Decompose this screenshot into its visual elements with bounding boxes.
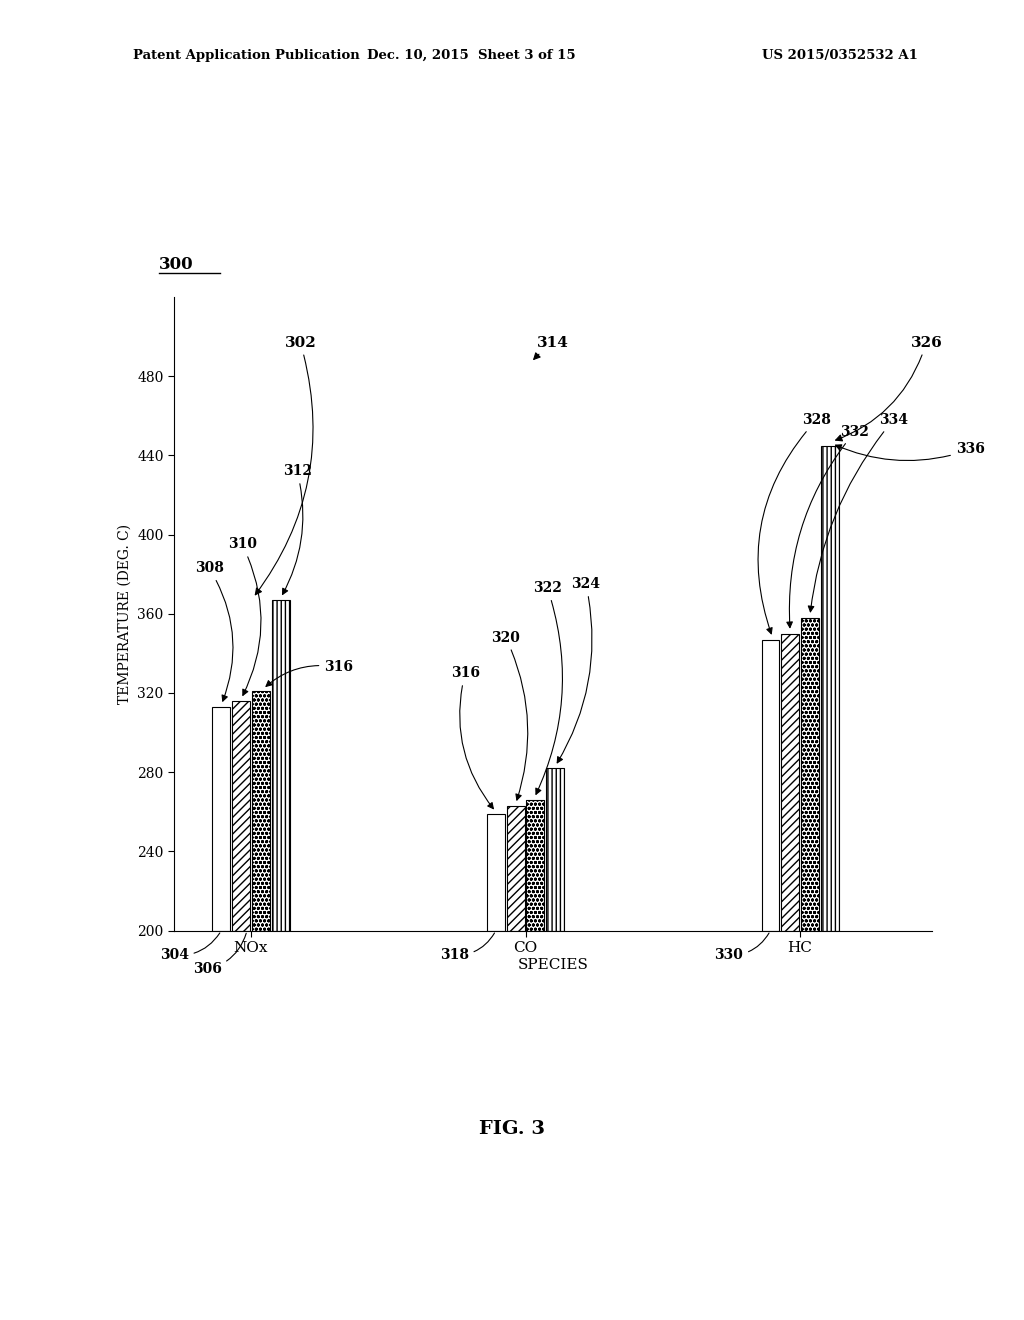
Text: 304: 304 (160, 933, 220, 962)
Bar (232, 701, 250, 931)
Bar (212, 708, 230, 931)
Text: 320: 320 (492, 631, 527, 800)
Text: Patent Application Publication: Patent Application Publication (133, 49, 359, 62)
Bar (781, 634, 799, 931)
Bar (546, 768, 564, 931)
Text: US 2015/0352532 A1: US 2015/0352532 A1 (762, 49, 918, 62)
Bar (252, 692, 269, 931)
Bar (526, 800, 545, 931)
Text: 314: 314 (534, 335, 569, 359)
Text: 332: 332 (786, 425, 869, 627)
Text: 326: 326 (836, 335, 942, 441)
Bar (487, 813, 505, 931)
Text: Dec. 10, 2015  Sheet 3 of 15: Dec. 10, 2015 Sheet 3 of 15 (367, 49, 575, 62)
Bar (271, 599, 290, 931)
Text: 308: 308 (195, 561, 233, 701)
Bar (762, 640, 779, 931)
Text: 334: 334 (808, 413, 908, 611)
Text: 322: 322 (534, 581, 562, 795)
Text: 300: 300 (159, 256, 194, 273)
Text: 324: 324 (557, 577, 600, 763)
Bar (821, 446, 839, 931)
Text: 306: 306 (193, 933, 246, 977)
Y-axis label: TEMPERATURE (DEG. C): TEMPERATURE (DEG. C) (118, 524, 132, 704)
Text: 318: 318 (439, 933, 495, 962)
Text: 312: 312 (283, 465, 311, 594)
X-axis label: SPECIES: SPECIES (517, 958, 589, 972)
Bar (801, 618, 819, 931)
Text: 302: 302 (255, 335, 316, 595)
Text: 328: 328 (758, 413, 830, 634)
Bar (507, 805, 524, 931)
Text: 336: 336 (836, 442, 985, 461)
Text: 316: 316 (266, 660, 353, 686)
Text: FIG. 3: FIG. 3 (479, 1119, 545, 1138)
Text: 310: 310 (227, 537, 261, 696)
Text: 316: 316 (451, 667, 494, 809)
Text: 330: 330 (714, 933, 769, 962)
